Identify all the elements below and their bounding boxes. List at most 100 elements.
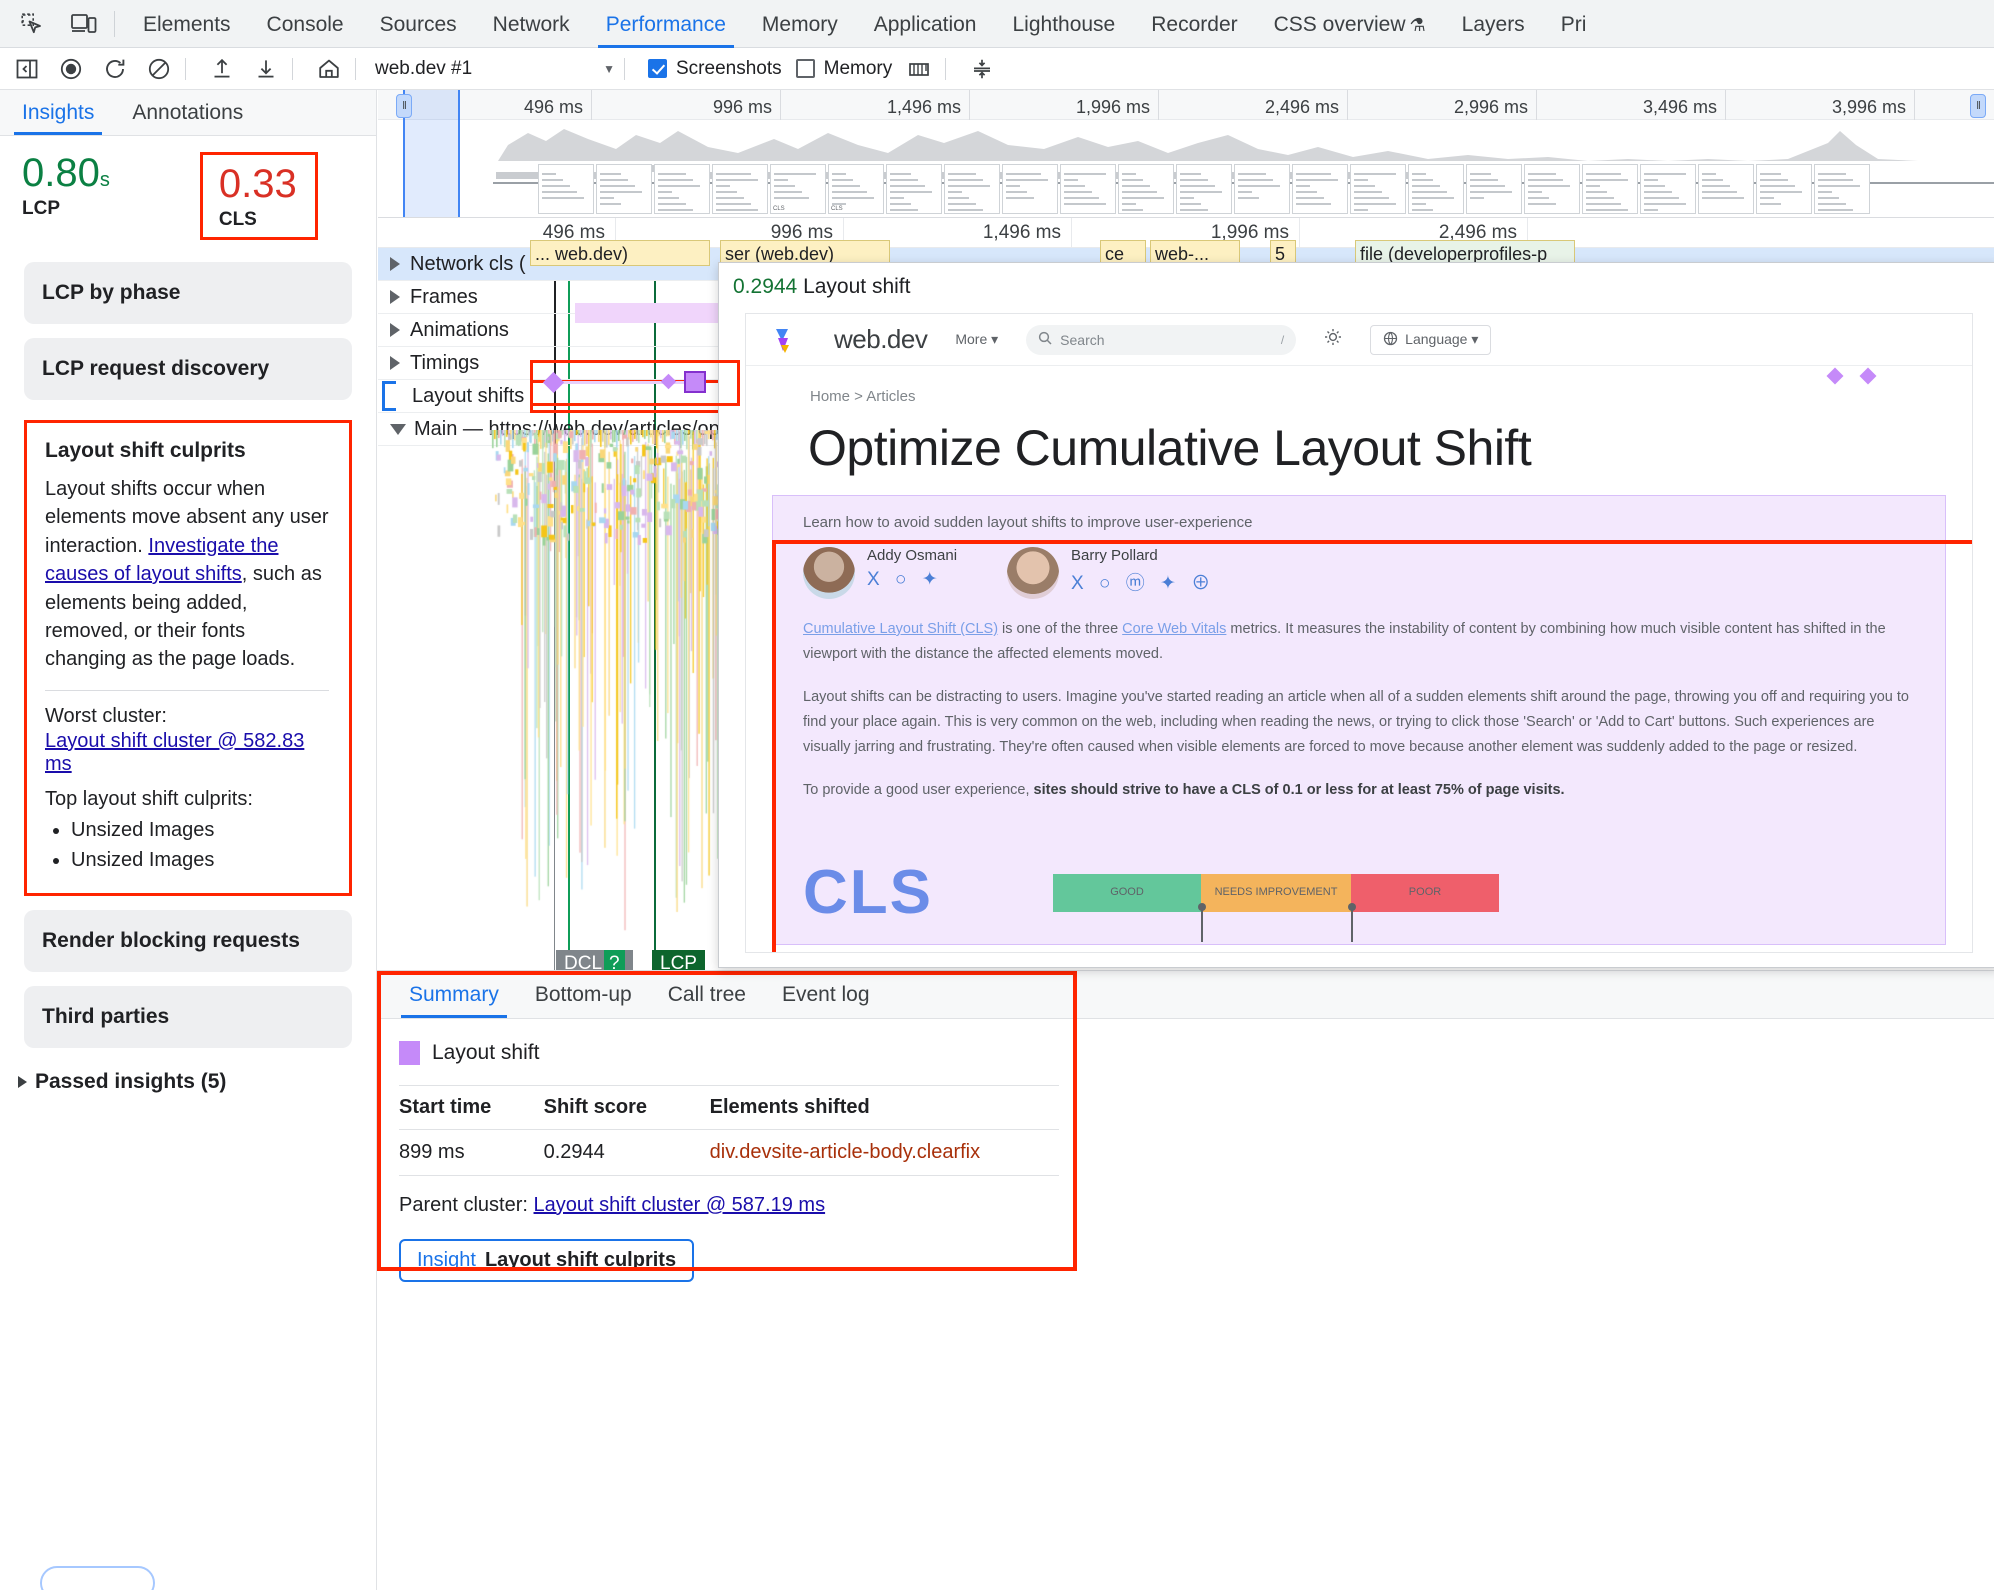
filmstrip-frame[interactable]: CLS <box>828 164 884 214</box>
cell-shift-score: 0.2944 <box>515 1129 682 1176</box>
filmstrip-frame[interactable] <box>1640 164 1696 214</box>
webdev-language-selector[interactable]: Language ▾ <box>1370 324 1492 355</box>
cls-scale-segment: GOOD <box>1053 873 1201 912</box>
metric-cls-label: CLS <box>218 209 257 230</box>
insight-layout-shift-culprits[interactable]: Layout shift culprits Layout shifts occu… <box>24 420 352 896</box>
tab-lighthouse[interactable]: Lighthouse <box>994 1 1133 48</box>
brightness-icon[interactable] <box>1324 328 1342 351</box>
filmstrip-frame[interactable] <box>886 164 942 214</box>
filmstrip[interactable]: CLS CLS <box>378 164 1994 218</box>
sidebar-item-render-blocking-requests[interactable]: Render blocking requests <box>24 909 352 972</box>
collapse-tracks-icon[interactable] <box>965 54 999 84</box>
toolbar-divider-3 <box>292 57 293 80</box>
filmstrip-frame[interactable] <box>1756 164 1812 214</box>
worst-cluster-link[interactable]: Layout shift cluster @ 582.83 ms <box>45 729 305 775</box>
filmstrip-frame[interactable] <box>1350 164 1406 214</box>
tab-insights[interactable]: Insights <box>0 90 110 135</box>
filmstrip-frame[interactable] <box>1002 164 1058 214</box>
tab-layers[interactable]: Layers <box>1444 1 1543 48</box>
cell-element[interactable]: div.devsite-article-body.clearfix <box>681 1129 1059 1176</box>
chevron-right-icon[interactable] <box>390 323 400 337</box>
download-profile-icon[interactable] <box>249 54 283 84</box>
tab-summary[interactable]: Summary <box>391 971 517 1018</box>
tab-call-tree[interactable]: Call tree <box>650 971 764 1018</box>
tab-console[interactable]: Console <box>249 1 362 48</box>
capture-settings-icon[interactable] <box>902 54 936 84</box>
clear-icon[interactable] <box>142 54 176 84</box>
network-request-chip[interactable]: file (developerprofiles-p <box>1355 240 1575 266</box>
tab-pri[interactable]: Pri <box>1543 1 1605 48</box>
network-request-chips[interactable]: ... web.dev) ser (web.dev) ce web-... 5 file … <box>490 240 1994 268</box>
filmstrip-frame[interactable] <box>1118 164 1174 214</box>
sidebar-footer-pill[interactable] <box>40 1566 155 1590</box>
layout-shift-selected-square[interactable] <box>684 371 706 393</box>
tab-memory[interactable]: Memory <box>744 1 856 48</box>
memory-checkbox[interactable]: Memory <box>795 58 892 80</box>
sidebar-item-lcp-request-discovery[interactable]: LCP request discovery <box>24 338 352 400</box>
tab-css-overview[interactable]: CSS overview ⚗ <box>1256 1 1444 48</box>
insight-button[interactable]: Insight Layout shift culprits <box>399 1239 695 1282</box>
metric-lcp[interactable]: 0.80s LCP <box>22 152 110 240</box>
parent-cluster-link[interactable]: Layout shift cluster @ 587.19 ms <box>533 1194 826 1216</box>
filmstrip-frame[interactable] <box>944 164 1000 214</box>
toolbar-divider-5 <box>624 57 625 80</box>
filmstrip-frame[interactable] <box>1060 164 1116 214</box>
toggle-sidebar-icon[interactable] <box>10 54 44 84</box>
tab-annotations[interactable]: Annotations <box>110 90 259 135</box>
window-handle-left[interactable]: ‖ <box>396 94 412 118</box>
filmstrip-frame[interactable] <box>1466 164 1522 214</box>
cls-scale-segment: NEEDS IMPROVEMENT <box>1201 873 1351 912</box>
screenshots-checkbox[interactable]: Screenshots <box>648 58 782 80</box>
article-inline-link[interactable]: Cumulative Layout Shift (CLS) <box>803 621 999 637</box>
article-inline-link[interactable]: Core Web Vitals <box>1122 621 1227 637</box>
tab-bottom-up[interactable]: Bottom-up <box>517 971 650 1018</box>
chevron-down-icon[interactable] <box>390 423 406 435</box>
trace-selector[interactable]: web.dev #1 ▼ <box>375 58 615 80</box>
inspect-element-icon[interactable] <box>12 7 52 41</box>
tab-sources[interactable]: Sources <box>362 1 475 48</box>
tab-application[interactable]: Application <box>856 1 995 48</box>
filmstrip-frame[interactable] <box>654 164 710 214</box>
chevron-right-icon[interactable] <box>390 290 400 304</box>
filmstrip-frame[interactable] <box>1176 164 1232 214</box>
live-metrics-home-icon[interactable] <box>312 54 346 84</box>
upload-profile-icon[interactable] <box>205 54 239 84</box>
filmstrip-frame[interactable] <box>596 164 652 214</box>
parent-cluster-label: Parent cluster: <box>399 1194 534 1216</box>
filmstrip-frame[interactable] <box>1582 164 1638 214</box>
filmstrip-frame[interactable] <box>538 164 594 214</box>
sidebar-item-lcp-by-phase[interactable]: LCP by phase <box>24 262 352 324</box>
network-request-chip[interactable]: 5 <box>1270 240 1296 266</box>
overview-time-window[interactable]: ‖ <box>396 90 460 217</box>
network-request-chip[interactable]: ... web.dev) <box>530 240 710 266</box>
record-icon[interactable] <box>54 54 88 84</box>
filmstrip-frame[interactable]: CLS <box>770 164 826 214</box>
tab-recorder[interactable]: Recorder <box>1133 1 1255 48</box>
webdev-search-box[interactable]: Search / <box>1026 324 1297 355</box>
filmstrip-frame[interactable] <box>1234 164 1290 214</box>
network-request-chip[interactable]: ser (web.dev) <box>720 240 890 266</box>
filmstrip-frame[interactable] <box>1408 164 1464 214</box>
reload-and-record-icon[interactable] <box>98 54 132 84</box>
device-toolbar-icon[interactable] <box>64 7 104 41</box>
passed-insights-toggle[interactable]: Passed insights (5) <box>18 1070 376 1094</box>
chevron-right-icon[interactable] <box>390 356 400 370</box>
author-social-icons[interactable]: X ○ ✦ <box>867 569 943 590</box>
window-handle-right[interactable]: ‖ <box>1970 94 1986 118</box>
metric-cls[interactable]: 0.33 CLS <box>199 152 318 240</box>
sidebar-item-third-parties[interactable]: Third parties <box>24 985 352 1048</box>
author-social-icons[interactable]: X ○ ⓜ ✦ ⊕ <box>1071 573 1216 594</box>
filmstrip-frame[interactable] <box>712 164 768 214</box>
filmstrip-frame[interactable] <box>1698 164 1754 214</box>
webdev-more-menu[interactable]: More ▾ <box>955 331 999 347</box>
tab-performance[interactable]: Performance <box>588 1 744 48</box>
filmstrip-frame[interactable] <box>1524 164 1580 214</box>
tab-elements[interactable]: Elements <box>125 1 249 48</box>
tab-label: Bottom-up <box>534 983 632 1006</box>
tab-network[interactable]: Network <box>475 1 588 48</box>
tab-event-log[interactable]: Event log <box>764 971 888 1018</box>
filmstrip-frame[interactable] <box>1292 164 1348 214</box>
filmstrip-frame[interactable] <box>1814 164 1870 214</box>
chevron-right-icon[interactable] <box>390 257 400 271</box>
investigate-causes-link[interactable]: Investigate the causes of layout shifts <box>45 534 279 586</box>
